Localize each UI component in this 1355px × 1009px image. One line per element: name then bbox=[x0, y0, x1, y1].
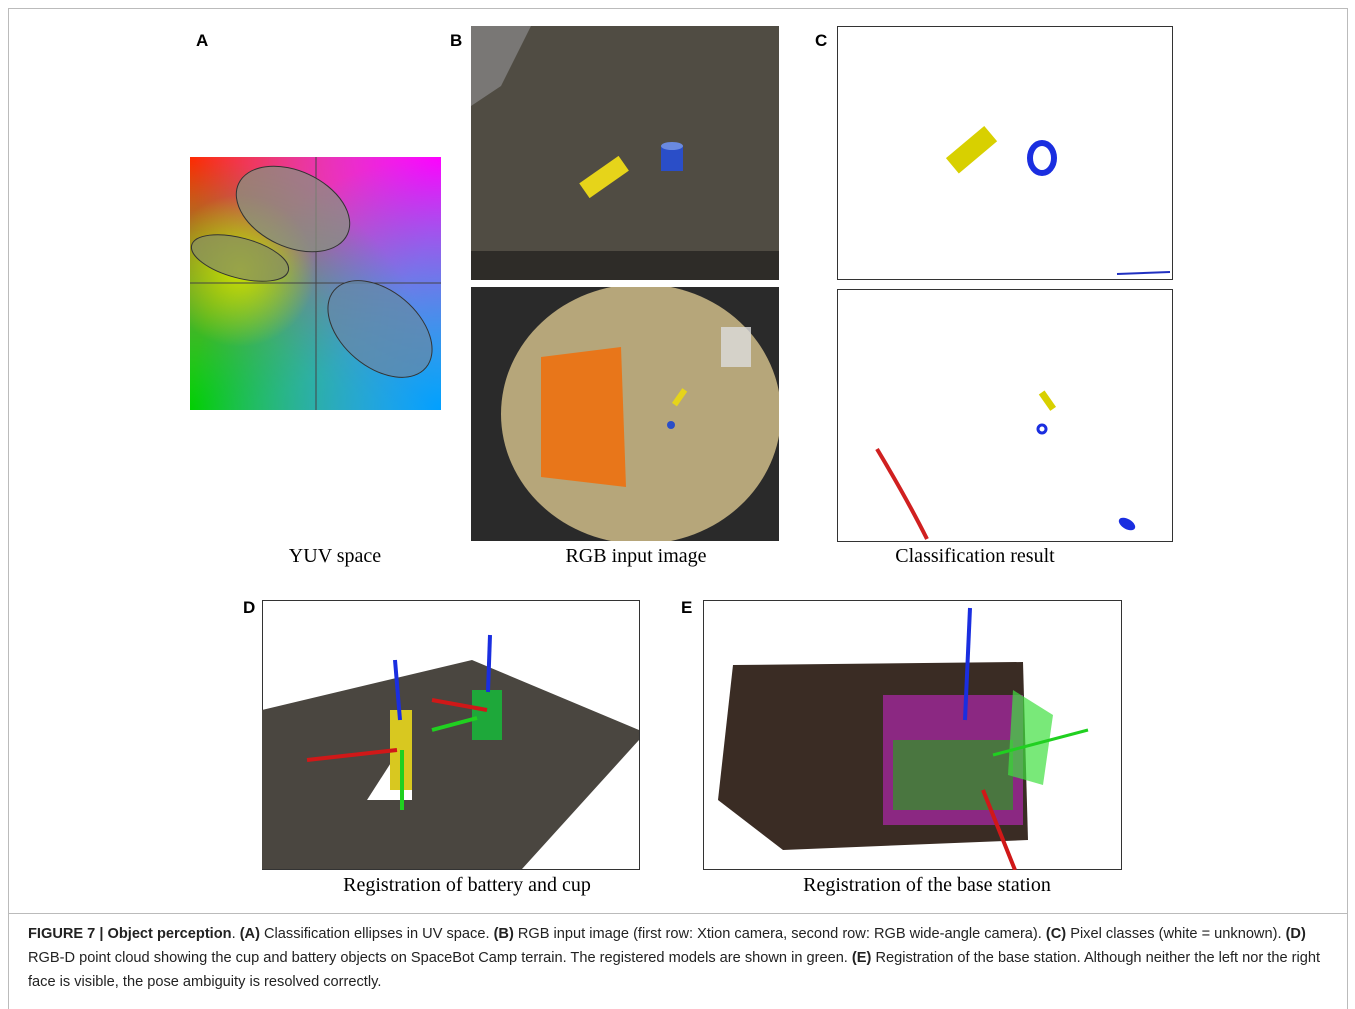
class-wide-image bbox=[837, 289, 1173, 542]
yuv-image bbox=[190, 157, 441, 410]
caption-text: . bbox=[232, 926, 240, 942]
rgb-wide-image bbox=[471, 287, 779, 541]
panel-label: B bbox=[450, 31, 462, 51]
caption-text: RGB-D point cloud showing the cup and ba… bbox=[28, 950, 852, 966]
panel-caption: Classification result bbox=[895, 545, 1054, 568]
figure-caption: FIGURE 7 | Object perception. (A) Classi… bbox=[28, 922, 1333, 994]
point-cloud-d bbox=[262, 600, 640, 870]
page: A B C D E YUV space RGB input image Clas… bbox=[0, 0, 1355, 1002]
panel-caption: YUV space bbox=[289, 545, 381, 568]
panel-label: E bbox=[681, 598, 692, 618]
caption-bold: (B) bbox=[494, 926, 514, 942]
panel-caption: RGB input image bbox=[565, 545, 706, 568]
caption-text: RGB input image (first row: Xtion camera… bbox=[514, 926, 1046, 942]
panel-caption: Registration of battery and cup bbox=[343, 874, 591, 897]
separator bbox=[8, 913, 1348, 914]
caption-bold: (D) bbox=[1286, 926, 1306, 942]
caption-text: Classification ellipses in UV space. bbox=[260, 926, 494, 942]
class-image bbox=[837, 26, 1173, 280]
panel-label: A bbox=[196, 31, 208, 51]
caption-bold: FIGURE 7 | Object perception bbox=[28, 926, 232, 942]
point-cloud-e bbox=[703, 600, 1122, 870]
panel-caption: Registration of the base station bbox=[803, 874, 1051, 897]
caption-bold: (C) bbox=[1046, 926, 1066, 942]
caption-text: Pixel classes (white = unknown). bbox=[1066, 926, 1285, 942]
caption-bold: (E) bbox=[852, 950, 871, 966]
caption-bold: (A) bbox=[240, 926, 260, 942]
panel-label: D bbox=[243, 598, 255, 618]
panel-label: C bbox=[815, 31, 827, 51]
rgb-image bbox=[471, 26, 779, 280]
